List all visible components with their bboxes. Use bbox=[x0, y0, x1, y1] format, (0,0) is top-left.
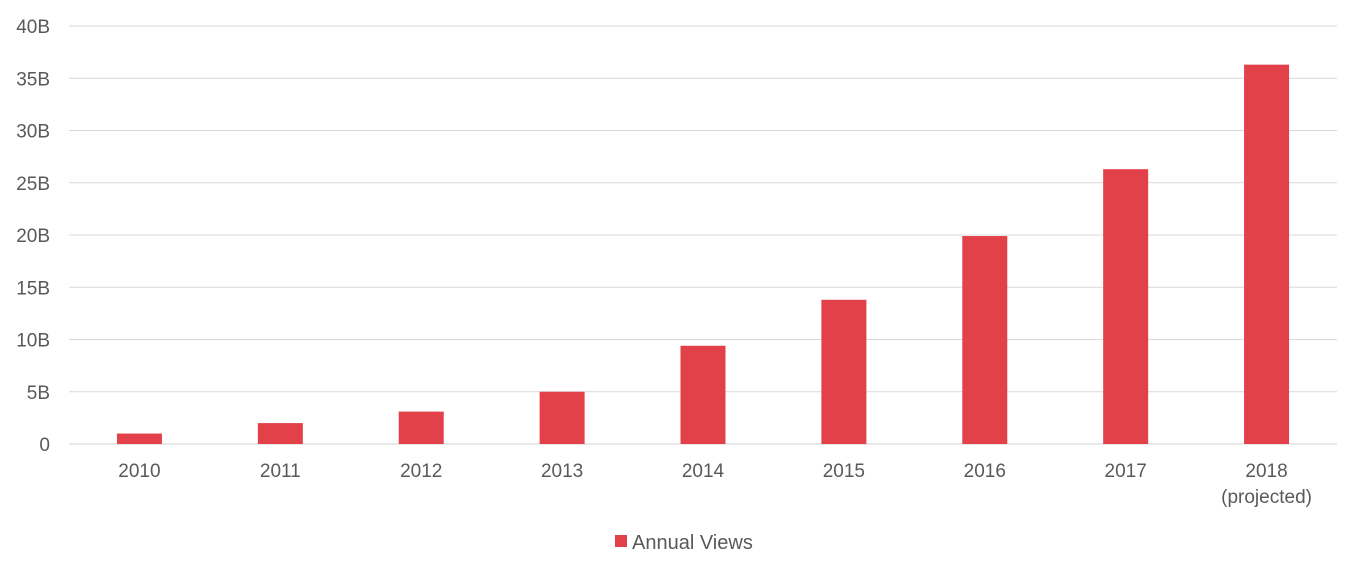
x-axis-tick-labels: 2010 2011 2012 2013 2014 2015 2016 2017 2018 (pro… bbox=[118, 461, 1312, 508]
y-tick-label: 0 bbox=[39, 435, 50, 456]
legend-swatch bbox=[615, 535, 627, 547]
y-tick-label: 40B bbox=[16, 17, 50, 38]
y-tick-label: 20B bbox=[16, 226, 50, 247]
legend: Annual Views bbox=[615, 532, 753, 554]
x-tick-label: (projected) bbox=[1221, 487, 1312, 508]
y-tick-label: 35B bbox=[16, 69, 50, 90]
bar bbox=[1244, 64, 1290, 444]
y-tick-label: 5B bbox=[27, 383, 50, 404]
y-tick-label: 10B bbox=[16, 331, 50, 352]
x-tick-label: 2015 bbox=[823, 461, 865, 482]
y-tick-label: 15B bbox=[16, 278, 50, 299]
x-tick-label: 2017 bbox=[1105, 461, 1147, 482]
y-axis-tick-labels: 0 5B 10B 15B 20B 25B 30B 35B 40B bbox=[16, 17, 50, 456]
bar bbox=[1103, 169, 1149, 445]
bars bbox=[116, 64, 1290, 445]
x-tick-label: 2012 bbox=[400, 461, 442, 482]
bar bbox=[257, 423, 303, 444]
y-tick-label: 30B bbox=[16, 122, 50, 143]
bar bbox=[962, 236, 1008, 444]
x-tick-label: 2010 bbox=[118, 461, 160, 482]
x-tick-label: 2018 bbox=[1245, 461, 1287, 482]
bar bbox=[398, 411, 444, 444]
x-tick-label: 2013 bbox=[541, 461, 583, 482]
x-tick-label: 2014 bbox=[682, 461, 725, 482]
bar bbox=[116, 433, 162, 444]
x-tick-label: 2016 bbox=[964, 461, 1006, 482]
x-tick-label: 2011 bbox=[260, 461, 301, 482]
bar bbox=[680, 345, 726, 444]
legend-label: Annual Views bbox=[632, 532, 753, 554]
bar bbox=[539, 391, 585, 444]
y-tick-label: 25B bbox=[16, 174, 50, 195]
bar bbox=[821, 299, 867, 444]
